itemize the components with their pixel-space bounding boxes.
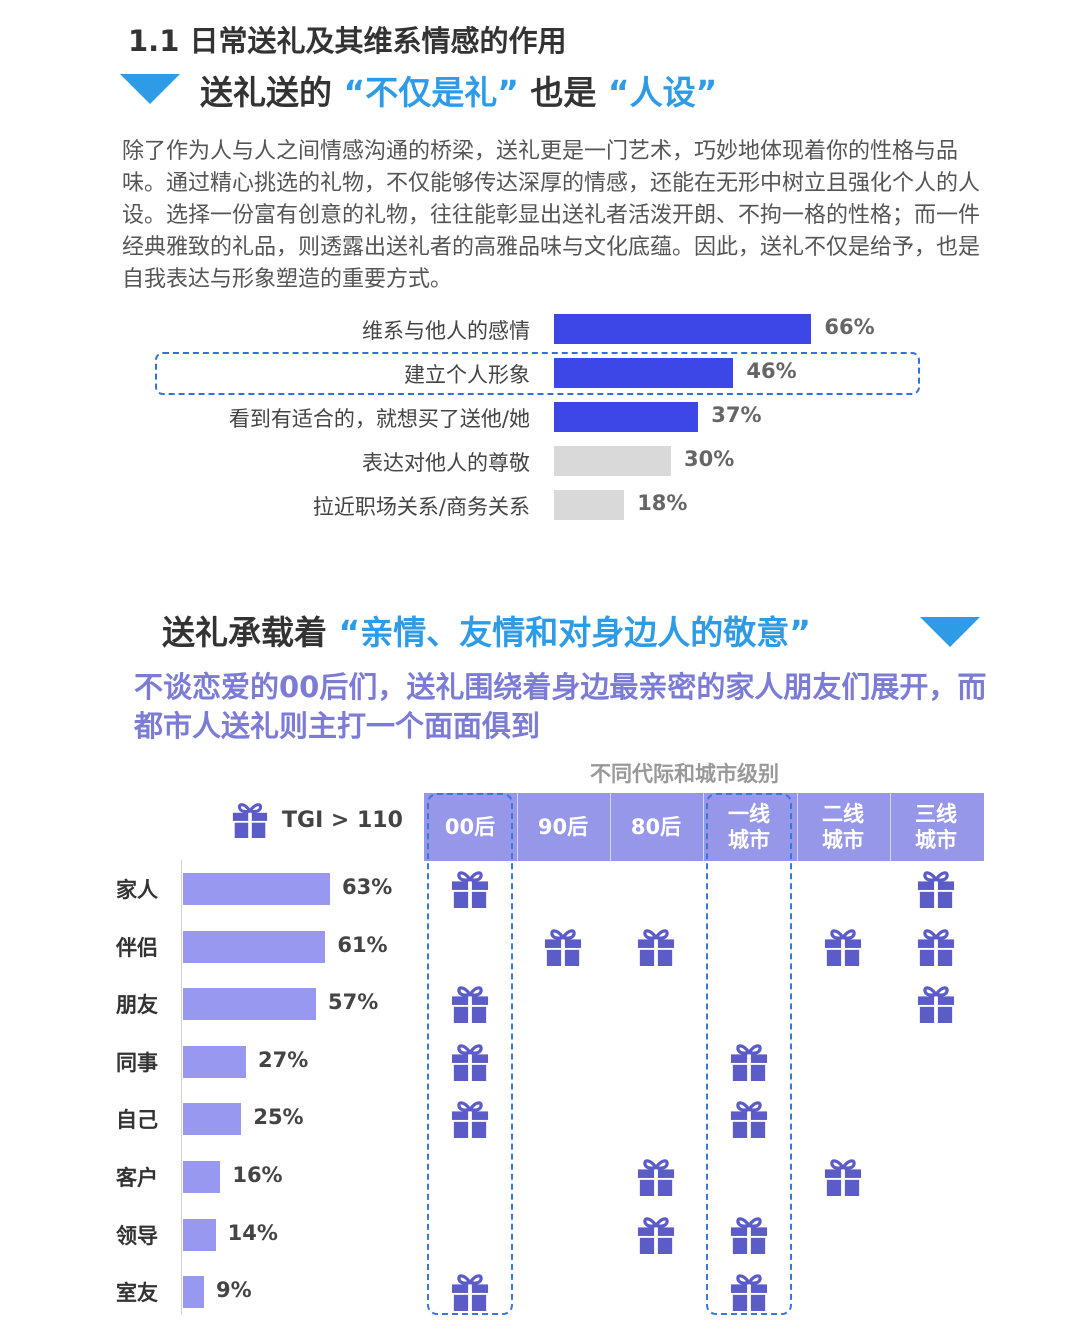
bar (183, 1161, 221, 1193)
gift-icon (917, 869, 955, 909)
column-header: 三线 城市 (915, 802, 957, 852)
axis-line (181, 860, 182, 1315)
bar-category-label: 室友 (116, 1281, 158, 1306)
bar-value-label: 57% (328, 990, 379, 1015)
tgi-legend-label: TGI > 110 (282, 807, 403, 833)
bar (183, 930, 326, 963)
bar-category-label: 建立个人形象 (404, 363, 530, 387)
bar-value-label: 66% (824, 315, 875, 339)
column-divider (702, 793, 704, 861)
bar (183, 1045, 246, 1078)
section-title: 1.1 日常送礼及其维系情感的作用 (128, 24, 567, 58)
bar (183, 988, 316, 1021)
bar-value-label: 16% (232, 1163, 283, 1187)
bar-category-label: 领导 (116, 1223, 158, 1248)
bar-category-label: 维系与他人的感情 (362, 319, 530, 343)
bar-value-label: 9% (216, 1278, 252, 1303)
triangle-down-icon (920, 617, 980, 647)
column-header: 80后 (630, 815, 682, 839)
gift-icon (917, 984, 955, 1024)
bar-value-label: 14% (227, 1220, 278, 1245)
highlight-box (155, 352, 920, 395)
heading-text: 送礼送的 (200, 73, 332, 112)
bar (554, 314, 812, 344)
heading-highlight: “人设” (607, 73, 718, 112)
sub-heading: 不谈恋爱的00后们，送礼围绕着身边最亲密的家人朋友们展开，而都市人送礼则主打一个… (134, 670, 987, 743)
bar-value-label: 46% (746, 359, 797, 383)
bar-category-label: 伴侣 (116, 935, 158, 960)
bar-value-label: 61% (337, 932, 388, 957)
highlight-column-box (706, 793, 792, 1315)
bar (554, 402, 699, 432)
bar-category-label: 朋友 (116, 993, 158, 1018)
column-divider (609, 793, 611, 861)
bar (183, 873, 330, 905)
heading-text: 送礼承载着 (162, 613, 327, 652)
heading-gift-persona: 送礼送的 “不仅是礼” 也是 “人设” (200, 66, 717, 114)
bar-category-label: 家人 (116, 878, 158, 902)
highlight-column-box (427, 793, 513, 1315)
bar (183, 1218, 216, 1251)
column-divider (516, 793, 518, 861)
column-header: 00后 (444, 815, 496, 839)
column-header: 二线 城市 (822, 802, 864, 852)
bar-category-label: 表达对他人的尊敬 (362, 451, 530, 475)
bar-value-label: 27% (258, 1047, 309, 1072)
column-divider (796, 793, 798, 861)
bar-value-label: 37% (711, 403, 762, 427)
gift-icon (544, 927, 582, 967)
bar-value-label: 30% (684, 447, 735, 471)
bar (554, 446, 671, 476)
heading-text: 也是 (530, 73, 597, 112)
column-header: 90后 (537, 815, 589, 839)
bar-category-label: 客户 (116, 1166, 158, 1190)
gift-icon (637, 927, 675, 967)
matrix-header: 00后 90后 80后 一线 城市 二线 城市 三线 城市 (424, 793, 984, 861)
heading-highlight: “不仅是礼” (343, 73, 519, 112)
gift-icon (232, 800, 268, 840)
bar-category-label: 自己 (116, 1108, 158, 1133)
gift-icon (824, 1157, 862, 1197)
column-divider (889, 793, 891, 861)
bar-category-label: 看到有适合的，就想买了送他/她 (228, 407, 530, 431)
matrix-title: 不同代际和城市级别 (590, 762, 779, 786)
bar-value-label: 25% (253, 1105, 304, 1130)
bar (554, 358, 734, 388)
heading-highlight: “亲情、友情和对身边人的敬意” (338, 613, 811, 652)
bar-category-label: 同事 (116, 1050, 158, 1075)
gift-icon (824, 927, 862, 967)
gift-icon (637, 1157, 675, 1197)
bar-value-label: 63% (342, 875, 393, 899)
column-header: 一线 城市 (728, 802, 770, 852)
triangle-down-icon (120, 74, 180, 104)
tgi-legend: TGI > 110 (232, 800, 403, 840)
heading-gift-relations: 送礼承载着 “亲情、友情和对身边人的敬意” (162, 606, 811, 654)
gift-icon (917, 927, 955, 967)
bar (183, 1276, 204, 1309)
bar-value-label: 18% (637, 491, 688, 515)
intro-paragraph: 除了作为人与人之间情感沟通的桥梁，送礼更是一门艺术，巧妙地体现着你的性格与品味。… (122, 139, 981, 292)
gift-icon (637, 1215, 675, 1255)
bar (183, 1103, 242, 1136)
bar-category-label: 拉近职场关系/商务关系 (312, 495, 530, 519)
bar (554, 490, 625, 520)
